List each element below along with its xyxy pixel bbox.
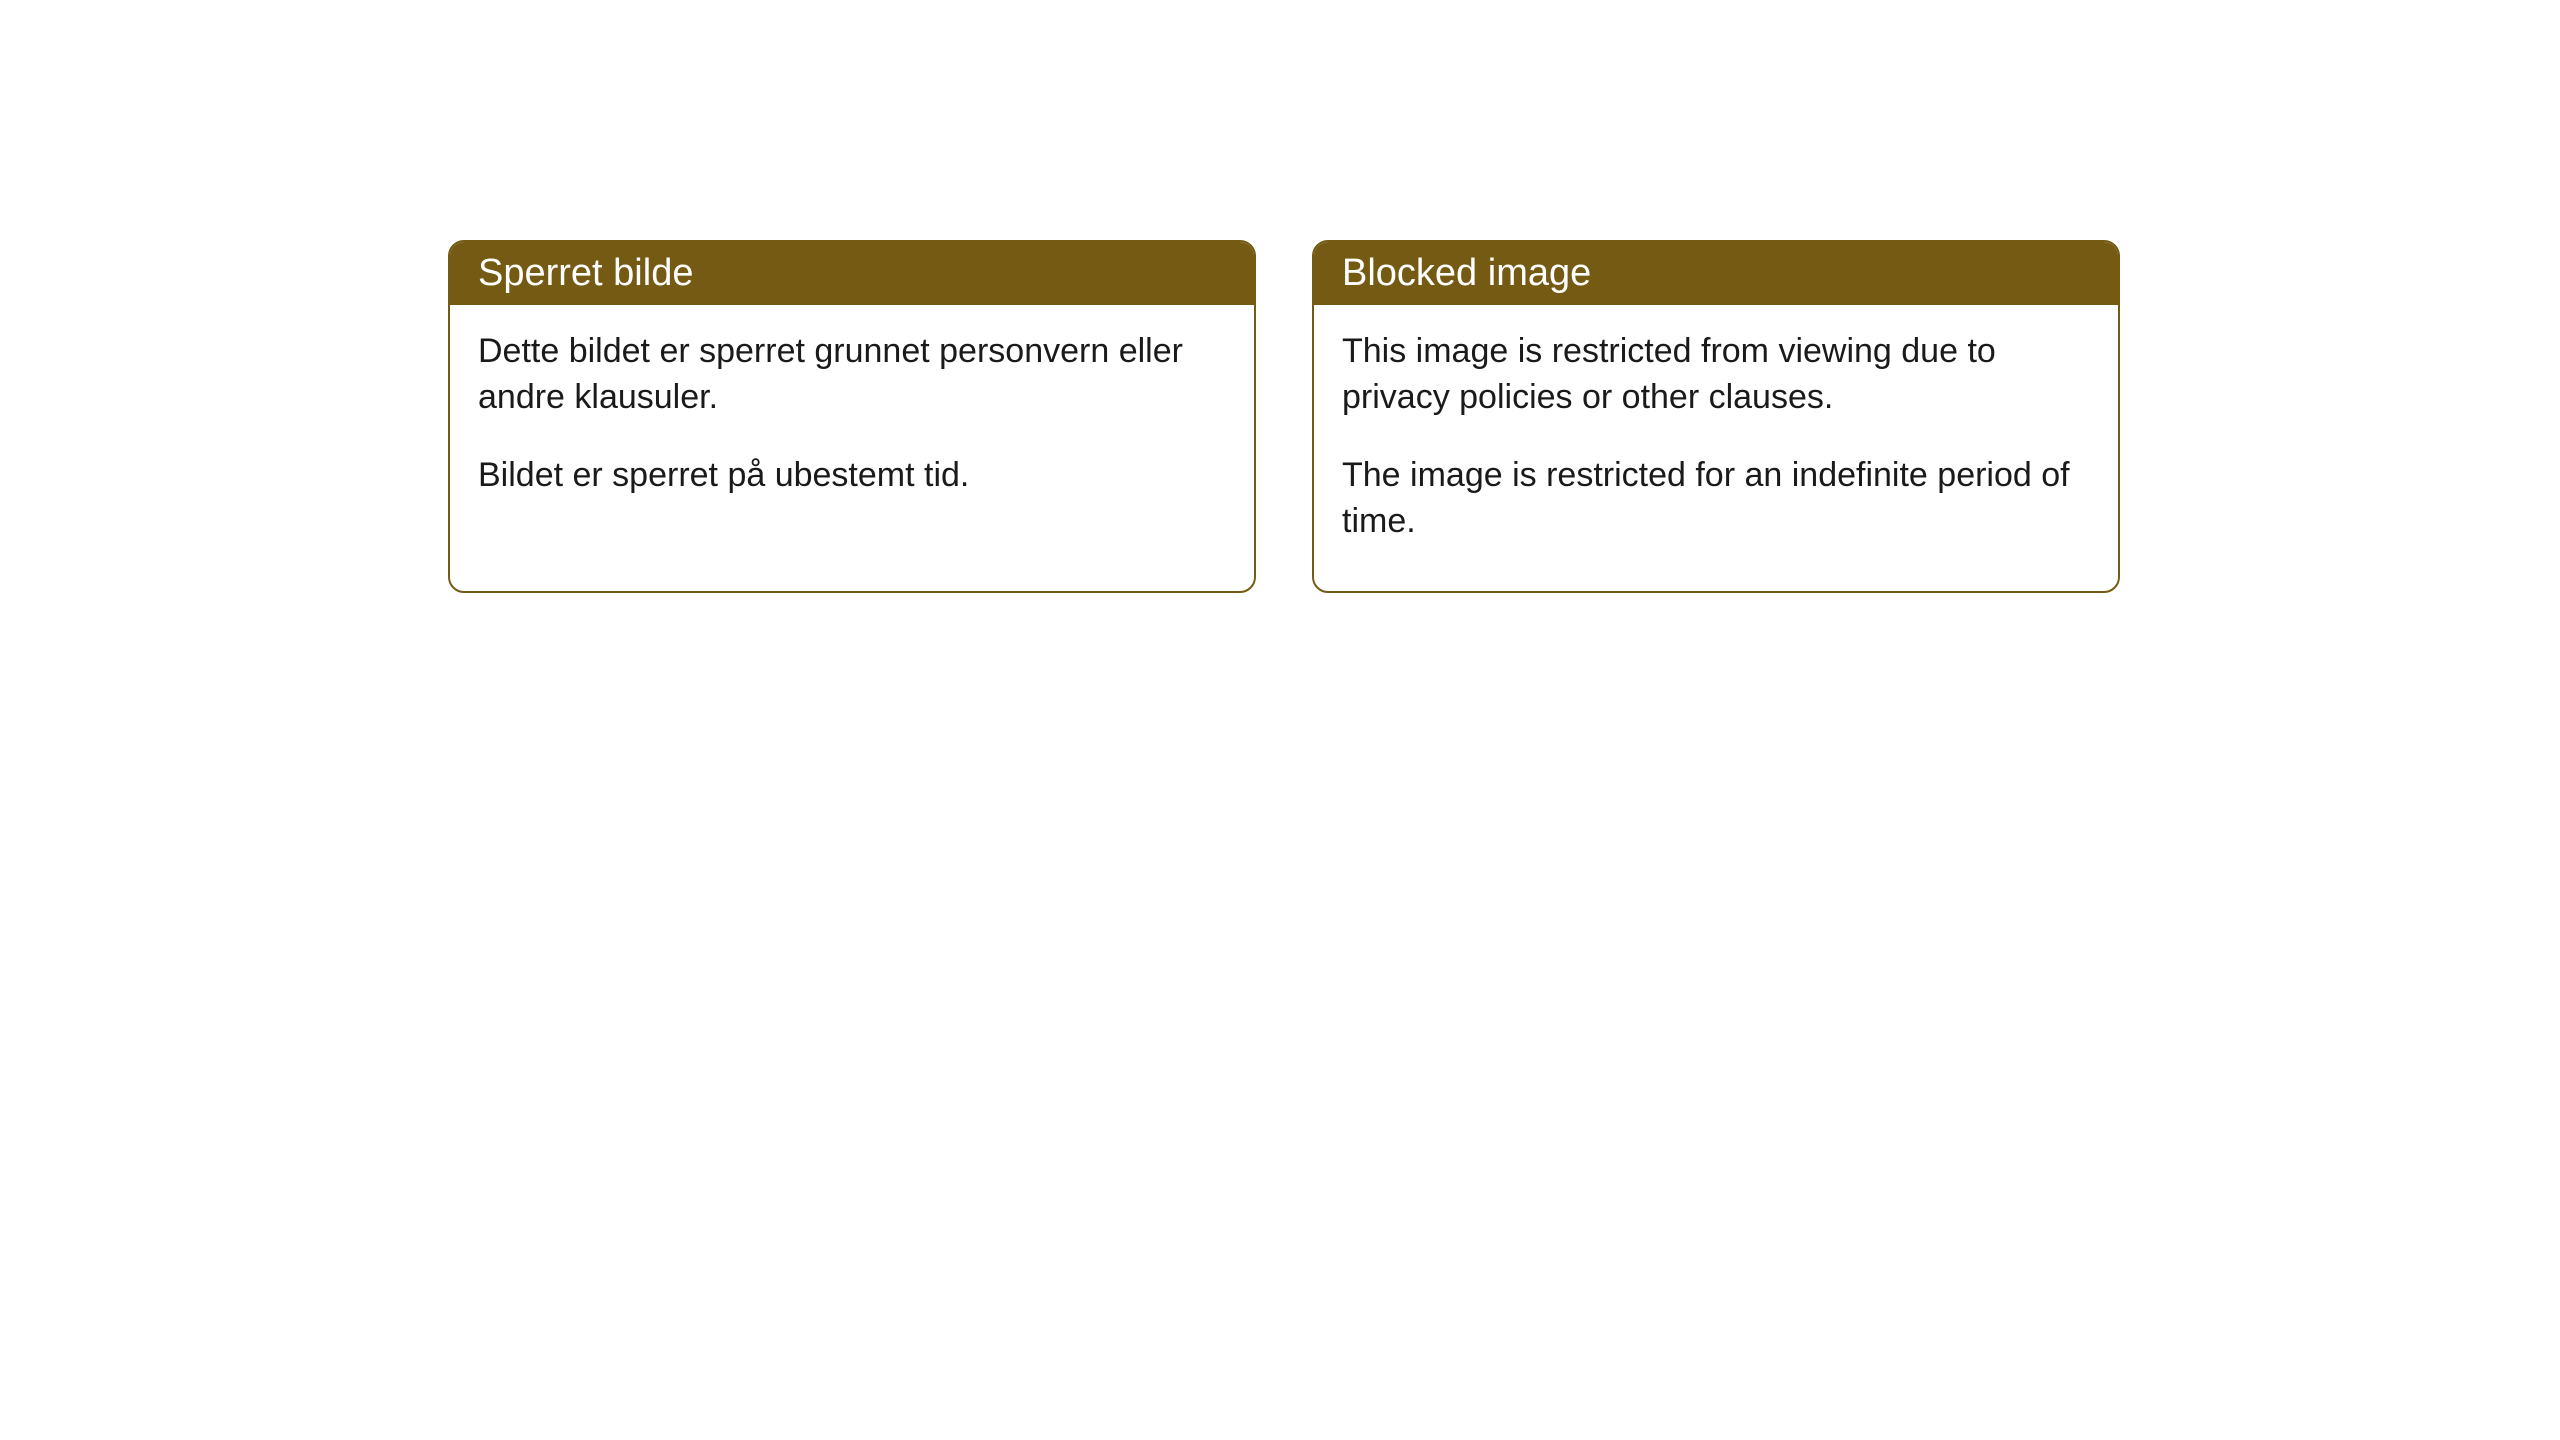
card-title-no: Sperret bilde — [478, 252, 693, 294]
card-text-en-2: The image is restricted for an indefinit… — [1342, 453, 2090, 545]
notice-cards-container: Sperret bilde Dette bildet er sperret gr… — [448, 240, 2120, 593]
card-title-en: Blocked image — [1342, 252, 1591, 294]
card-header-no: Sperret bilde — [450, 242, 1254, 305]
card-body-no: Dette bildet er sperret grunnet personve… — [450, 305, 1254, 545]
card-body-en: This image is restricted from viewing du… — [1314, 305, 2118, 591]
card-text-en-1: This image is restricted from viewing du… — [1342, 329, 2090, 421]
blocked-image-card-no: Sperret bilde Dette bildet er sperret gr… — [448, 240, 1256, 593]
card-header-en: Blocked image — [1314, 242, 2118, 305]
card-text-no-1: Dette bildet er sperret grunnet personve… — [478, 329, 1226, 421]
blocked-image-card-en: Blocked image This image is restricted f… — [1312, 240, 2120, 593]
card-text-no-2: Bildet er sperret på ubestemt tid. — [478, 453, 1226, 499]
